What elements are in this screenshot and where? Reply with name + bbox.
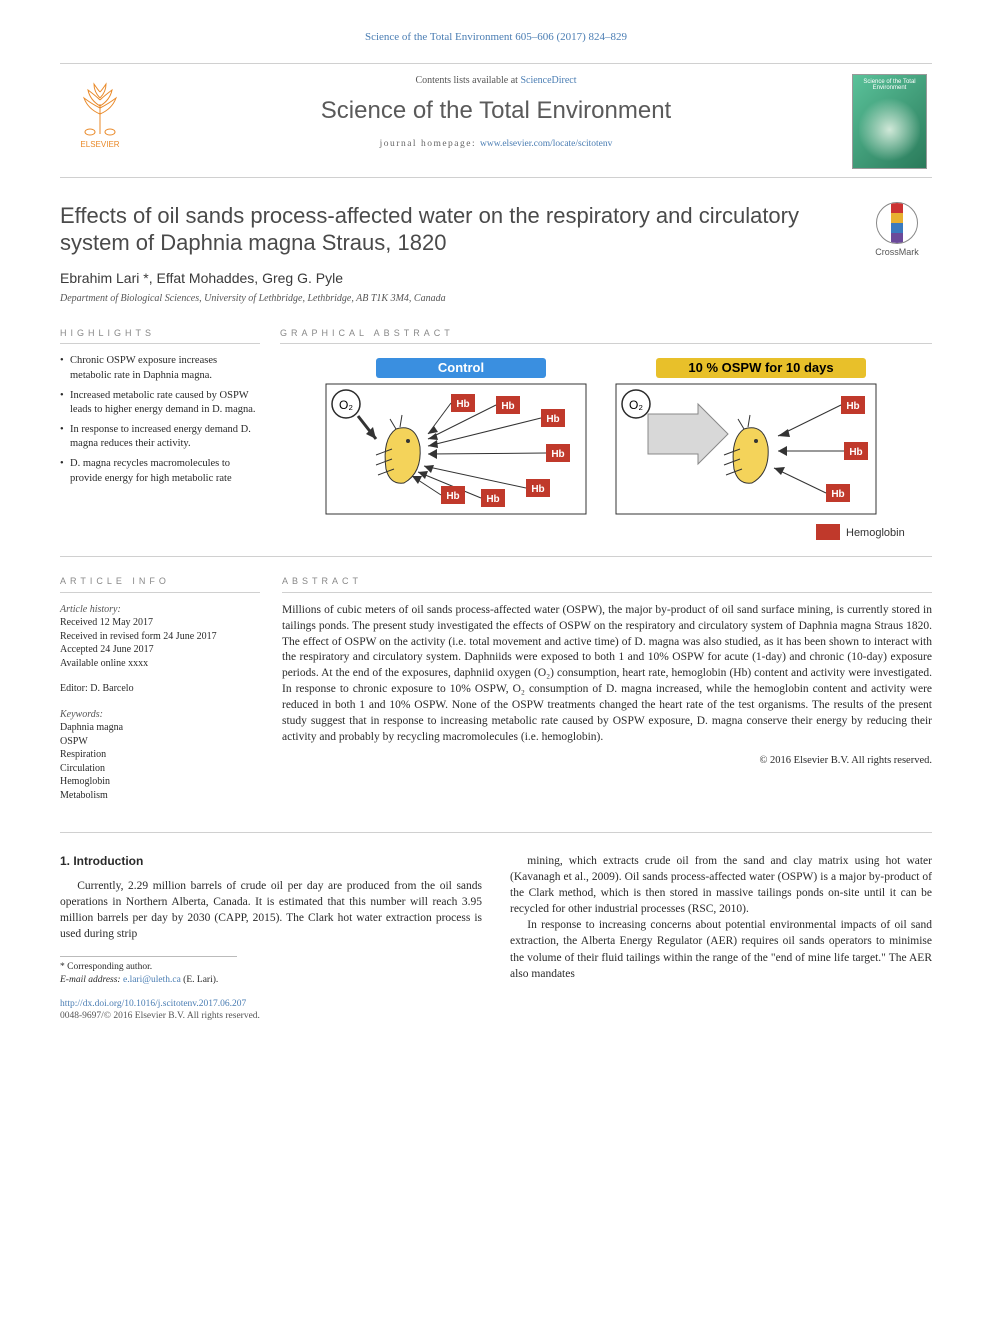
svg-text:O₂: O₂ bbox=[339, 398, 353, 412]
intro-para: Currently, 2.29 million barrels of crude… bbox=[60, 878, 482, 942]
svg-text:Hb: Hb bbox=[546, 414, 559, 425]
svg-text:O₂: O₂ bbox=[629, 398, 643, 412]
svg-text:Hb: Hb bbox=[446, 491, 459, 502]
keywords: Keywords: Daphnia magna OSPW Respiration… bbox=[60, 708, 260, 803]
article-history: Article history: Received 12 May 2017 Re… bbox=[60, 603, 260, 671]
svg-text:Hemoglobin: Hemoglobin bbox=[846, 527, 905, 539]
contents-available: Contents lists available at ScienceDirec… bbox=[150, 74, 842, 88]
svg-text:Control: Control bbox=[438, 360, 484, 375]
author-list: Ebrahim Lari *, Effat Mohaddes, Greg G. … bbox=[60, 269, 932, 288]
abstract-copyright: © 2016 Elsevier B.V. All rights reserved… bbox=[282, 754, 932, 768]
journal-name: Science of the Total Environment bbox=[150, 95, 842, 127]
svg-text:Hb: Hb bbox=[486, 494, 499, 505]
svg-text:ELSEVIER: ELSEVIER bbox=[80, 140, 119, 149]
svg-text:Hb: Hb bbox=[456, 399, 469, 410]
highlight-item: Chronic OSPW exposure increases metaboli… bbox=[60, 354, 260, 382]
svg-text:Hb: Hb bbox=[531, 484, 544, 495]
crossmark-badge[interactable]: CrossMark bbox=[862, 202, 932, 258]
control-hb-group: Hb Hb Hb Hb Hb Hb Hb bbox=[412, 394, 570, 507]
editor: Editor: D. Barcelo bbox=[60, 682, 260, 696]
crossmark-icon bbox=[876, 202, 918, 244]
page-footer: http://dx.doi.org/10.1016/j.scitotenv.20… bbox=[60, 998, 932, 1023]
highlights-heading: HIGHLIGHTS bbox=[60, 327, 260, 344]
article-info-heading: ARTICLE INFO bbox=[60, 575, 260, 592]
highlights-list: Chronic OSPW exposure increases metaboli… bbox=[60, 354, 260, 485]
svg-text:10 % OSPW for 10 days: 10 % OSPW for 10 days bbox=[688, 360, 833, 375]
svg-text:Hb: Hb bbox=[849, 447, 862, 458]
highlight-item: D. magna recycles macromolecules to prov… bbox=[60, 457, 260, 485]
svg-text:Hb: Hb bbox=[846, 401, 859, 412]
intro-heading: 1. Introduction bbox=[60, 853, 482, 870]
highlight-item: Increased metabolic rate caused by OSPW … bbox=[60, 389, 260, 417]
article-title: Effects of oil sands process-affected wa… bbox=[60, 202, 862, 257]
citation-link[interactable]: Science of the Total Environment 605–606… bbox=[365, 31, 627, 43]
article-body: 1. Introduction Currently, 2.29 million … bbox=[60, 853, 932, 988]
intro-para: In response to increasing concerns about… bbox=[510, 917, 932, 981]
graphical-abstract-heading: GRAPHICAL ABSTRACT bbox=[280, 327, 932, 344]
graphical-abstract-figure: Control 10 % OSPW for 10 days O₂ O₂ bbox=[280, 354, 932, 544]
highlight-item: In response to increased energy demand D… bbox=[60, 423, 260, 451]
abstract-heading: ABSTRACT bbox=[282, 575, 932, 592]
abstract-text: Millions of cubic meters of oil sands pr… bbox=[282, 603, 932, 746]
svg-text:Hb: Hb bbox=[501, 401, 514, 412]
doi-link[interactable]: http://dx.doi.org/10.1016/j.scitotenv.20… bbox=[60, 999, 246, 1009]
publisher-logo: ELSEVIER bbox=[60, 74, 140, 149]
corresponding-author: * Corresponding author. E-mail address: … bbox=[60, 956, 237, 988]
affiliation: Department of Biological Sciences, Unive… bbox=[60, 292, 932, 306]
svg-text:Hb: Hb bbox=[831, 489, 844, 500]
svg-text:Hb: Hb bbox=[551, 449, 564, 460]
masthead: ELSEVIER Contents lists available at Sci… bbox=[60, 63, 932, 178]
citation-header: Science of the Total Environment 605–606… bbox=[60, 30, 932, 45]
elsevier-tree-icon: ELSEVIER bbox=[70, 74, 130, 149]
corresp-email-link[interactable]: e.lari@uleth.ca bbox=[123, 975, 181, 985]
journal-homepage-link[interactable]: www.elsevier.com/locate/scitotenv bbox=[480, 139, 612, 149]
journal-homepage: journal homepage: www.elsevier.com/locat… bbox=[150, 138, 842, 151]
sciencedirect-link[interactable]: ScienceDirect bbox=[520, 75, 576, 86]
journal-cover-thumb: Science of the Total Environment bbox=[852, 74, 927, 169]
intro-para: mining, which extracts crude oil from th… bbox=[510, 853, 932, 917]
treat-hb-group: Hb Hb Hb bbox=[774, 396, 868, 502]
